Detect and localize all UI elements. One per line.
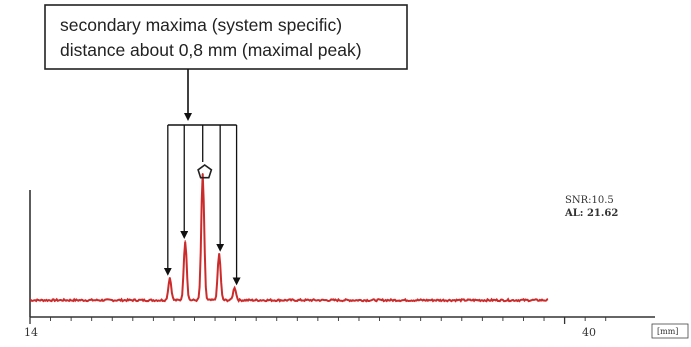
x-tick-label-40: 40 xyxy=(582,326,596,339)
callout-line-2: distance about 0,8 mm (maximal peak) xyxy=(60,40,362,60)
peak-point-3 xyxy=(201,173,204,175)
x-unit-label: [mm] xyxy=(657,327,678,336)
peak-point-1 xyxy=(169,277,171,279)
main-peak-pentagon-icon xyxy=(197,164,213,179)
peak-point-4 xyxy=(218,253,220,255)
al-label: AL: 21.62 xyxy=(564,208,618,219)
peak-point-5 xyxy=(233,286,236,289)
unit-label-box: [mm] xyxy=(651,323,689,339)
snr-label: SNR:10.5 xyxy=(565,195,614,206)
x-tick-label-14: 14 xyxy=(24,326,38,339)
peak-arrows xyxy=(163,125,241,289)
x-axis-ticks xyxy=(29,317,607,324)
peak-point-2 xyxy=(184,240,187,242)
callout-box: secondary maxima (system specific) dista… xyxy=(44,4,408,70)
callout-line-1: secondary maxima (system specific) xyxy=(60,15,342,35)
series-line xyxy=(29,173,549,303)
